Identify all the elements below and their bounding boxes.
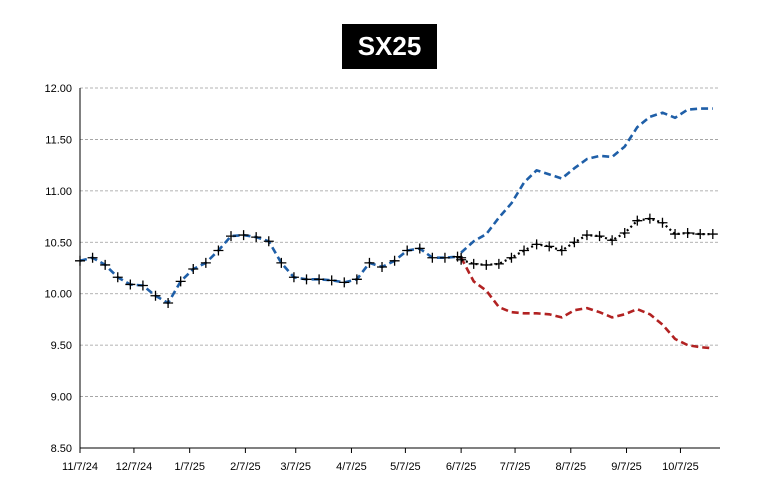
plus-marker [594, 231, 605, 242]
plus-marker [707, 229, 718, 240]
y-tick-label: 12.00 [44, 83, 72, 95]
y-tick-label: 9.00 [51, 392, 72, 404]
x-tick-label: 8/7/25 [555, 461, 586, 473]
x-tick-label: 10/7/25 [662, 461, 699, 473]
plus-marker [263, 236, 274, 247]
plus-marker [670, 229, 681, 240]
plus-marker [607, 235, 618, 246]
series-lines [79, 107, 713, 350]
plus-marker [377, 261, 388, 272]
axes [79, 88, 720, 453]
plus-marker [301, 274, 312, 285]
plus-marker [238, 230, 249, 241]
plus-marker [569, 237, 580, 248]
x-tick-label: 4/7/25 [336, 461, 367, 473]
plus-marker [389, 255, 400, 266]
x-tick-label: 6/7/25 [446, 461, 477, 473]
plus-marker [427, 252, 438, 263]
plus-marker [414, 243, 425, 254]
history-line [79, 233, 462, 305]
x-tick-label: 3/7/25 [280, 461, 311, 473]
plus-marker [493, 258, 504, 269]
plus-marker [481, 259, 492, 270]
y-tick-label: 8.50 [51, 443, 72, 455]
plus-marker [276, 257, 287, 268]
plus-marker [519, 245, 530, 256]
plus-marker [326, 275, 337, 286]
mid-line [460, 217, 713, 266]
plus-marker [288, 272, 299, 283]
gridlines [80, 87, 720, 397]
plus-marker [112, 272, 123, 283]
x-tick-label: 12/7/24 [116, 461, 153, 473]
y-tick-label: 10.00 [44, 289, 72, 301]
plus-marker [125, 279, 136, 290]
plus-marker [339, 277, 350, 288]
plus-marker [100, 259, 111, 270]
x-tick-label: 5/7/25 [390, 461, 421, 473]
plus-marker [226, 231, 237, 242]
plus-marker [402, 245, 413, 256]
y-tick-label: 11.00 [45, 186, 72, 198]
plus-marker [632, 215, 643, 226]
lower-line [459, 257, 713, 350]
plus-marker [695, 229, 706, 240]
plus-marker [87, 252, 98, 263]
plus-marker [364, 257, 375, 268]
plus-marker [251, 232, 262, 243]
x-tick-label: 11/7/24 [62, 461, 98, 473]
plus-marker [506, 252, 517, 263]
plus-marker [314, 274, 325, 285]
plus-marker [163, 297, 174, 308]
tick-labels: 12.00 11.50 11.00 10.50 10.00 9.50 9.00 8.50 11/… [44, 83, 698, 473]
plus-marker [531, 239, 542, 250]
y-tick-label: 11.50 [45, 134, 72, 146]
plus-marker [682, 228, 693, 239]
plus-marker [657, 217, 668, 228]
plus-marker [213, 245, 224, 256]
plus-marker [75, 255, 85, 266]
chart-title: SX25 [342, 24, 437, 69]
plus-marker [439, 252, 450, 263]
y-tick-label: 10.50 [44, 237, 72, 249]
plus-marker [456, 254, 467, 265]
x-tick-label: 7/7/25 [500, 461, 531, 473]
upper-line [460, 107, 713, 254]
plus-marker [619, 228, 630, 239]
plus-marker [137, 280, 148, 291]
plus-marker [351, 274, 362, 285]
plus-marker [468, 258, 479, 269]
plus-marker [581, 230, 592, 241]
x-tick-label: 1/7/25 [174, 461, 205, 473]
x-tick-label: 9/7/25 [611, 461, 642, 473]
x-tick-label: 2/7/25 [230, 461, 261, 473]
plus-marker [175, 276, 186, 287]
plus-marker [644, 213, 655, 224]
plus-marker [544, 241, 555, 252]
plus-marker [188, 264, 199, 275]
y-tick-label: 9.50 [51, 340, 72, 352]
plus-marker [556, 245, 567, 256]
plus-marker [150, 290, 161, 301]
series-markers [75, 213, 718, 308]
plus-marker [200, 257, 211, 268]
